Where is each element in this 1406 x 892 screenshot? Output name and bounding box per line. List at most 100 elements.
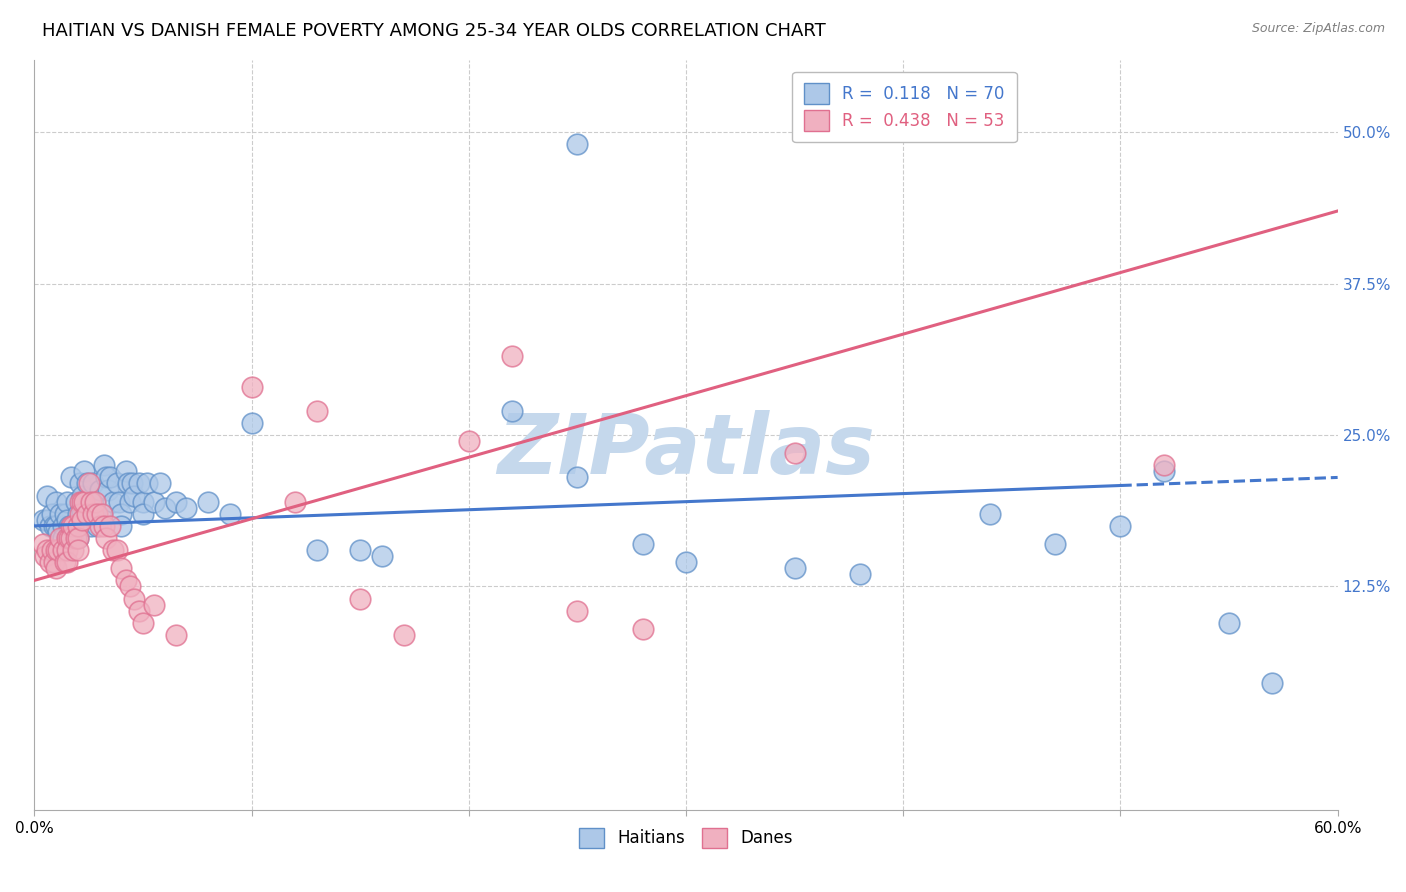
Point [284,494,307,508]
Point [153,500,176,515]
Point [93,458,115,473]
Point [76,476,98,491]
Point [37,543,59,558]
Point [62,531,84,545]
Point [90,507,112,521]
Point [1153,464,1175,478]
Point [60,519,83,533]
Point [93,519,115,533]
Point [42,555,65,569]
Point [77,476,100,491]
Point [52,543,75,558]
Point [675,555,697,569]
Point [110,561,132,575]
Point [105,476,128,491]
Point [86,519,108,533]
Point [49,507,72,521]
Point [32,513,55,527]
Point [132,494,155,508]
Point [53,555,76,569]
Point [56,513,79,527]
Point [70,513,93,527]
Point [305,404,328,418]
Point [52,531,75,545]
Point [60,470,83,484]
Point [86,507,108,521]
Point [1153,458,1175,473]
Point [66,531,89,545]
Point [58,519,80,533]
Point [41,543,63,558]
Point [90,507,112,521]
Point [631,537,654,551]
Point [1045,537,1067,551]
Point [349,543,371,558]
Point [56,494,79,508]
Point [136,476,159,491]
Point [56,555,79,569]
Point [60,531,83,545]
Point [69,494,91,508]
Point [65,531,87,545]
Point [49,531,72,545]
Legend: Haitians, Danes: Haitians, Danes [572,821,800,855]
Point [110,507,132,521]
Point [121,476,143,491]
Point [783,561,806,575]
Point [52,519,75,533]
Point [84,494,107,508]
Point [76,507,98,521]
Point [38,519,60,533]
Point [114,464,136,478]
Point [82,476,104,491]
Point [80,519,103,533]
Point [84,507,107,521]
Point [34,549,56,563]
Point [128,604,150,618]
Point [240,416,263,430]
Point [66,519,89,533]
Point [371,549,394,563]
Point [45,494,67,508]
Point [73,464,96,478]
Point [97,483,120,497]
Point [165,494,187,508]
Point [53,507,76,521]
Point [66,543,89,558]
Point [457,434,479,449]
Point [37,513,59,527]
Point [32,537,55,551]
Point [56,531,79,545]
Point [69,507,91,521]
Point [56,543,79,558]
Point [94,470,117,484]
Point [38,555,60,569]
Point [197,494,219,508]
Point [110,519,132,533]
Point [94,531,117,545]
Point [46,543,69,558]
Point [124,591,146,606]
Point [631,622,654,636]
Text: ZIPatlas: ZIPatlas [498,409,875,491]
Point [128,476,150,491]
Point [105,543,128,558]
Point [132,615,155,630]
Point [70,494,93,508]
Point [101,494,124,508]
Point [392,628,415,642]
Point [77,494,100,508]
Point [42,519,65,533]
Point [783,446,806,460]
Point [101,543,124,558]
Point [89,483,111,497]
Point [100,470,122,484]
Point [305,543,328,558]
Text: HAITIAN VS DANISH FEMALE POVERTY AMONG 25-34 YEAR OLDS CORRELATION CHART: HAITIAN VS DANISH FEMALE POVERTY AMONG 2… [42,22,825,40]
Point [501,404,523,418]
Point [84,494,107,508]
Point [567,604,589,618]
Point [46,524,69,539]
Point [58,531,80,545]
Point [142,598,165,612]
